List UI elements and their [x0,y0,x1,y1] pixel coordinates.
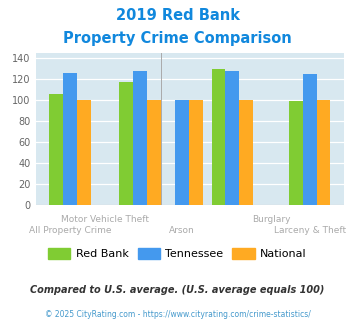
Text: Motor Vehicle Theft: Motor Vehicle Theft [61,215,149,224]
Bar [49,94,63,205]
Bar [189,100,203,205]
Bar [225,71,239,205]
Text: Compared to U.S. average. (U.S. average equals 100): Compared to U.S. average. (U.S. average … [30,285,325,295]
Bar [77,100,91,205]
Text: All Property Crime: All Property Crime [29,225,111,235]
Bar [212,69,225,205]
Bar [133,71,147,205]
Bar [303,74,317,205]
Text: Larceny & Theft: Larceny & Theft [274,225,346,235]
Bar [147,100,160,205]
Text: Arson: Arson [169,225,195,235]
Bar [175,100,189,205]
Bar [289,101,303,205]
Text: © 2025 CityRating.com - https://www.cityrating.com/crime-statistics/: © 2025 CityRating.com - https://www.city… [45,310,310,319]
Bar [239,100,253,205]
Text: Property Crime Comparison: Property Crime Comparison [63,31,292,46]
Bar [63,73,77,205]
Text: Burglary: Burglary [252,215,290,224]
Bar [119,82,133,205]
Bar [317,100,331,205]
Legend: Red Bank, Tennessee, National: Red Bank, Tennessee, National [44,244,311,263]
Text: 2019 Red Bank: 2019 Red Bank [115,8,240,23]
